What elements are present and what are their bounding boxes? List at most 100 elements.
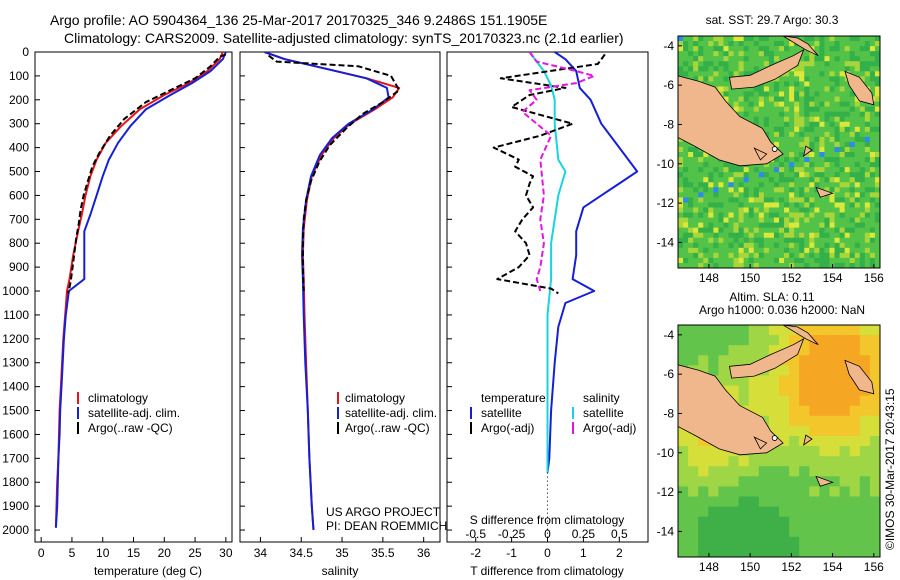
map-cell bbox=[698, 476, 709, 487]
depth-tick-label: 900 bbox=[9, 260, 29, 274]
difference-series-t-argo bbox=[492, 53, 606, 295]
map-cell bbox=[819, 157, 826, 163]
map-cell bbox=[789, 126, 795, 133]
map-cell bbox=[733, 101, 740, 108]
map-cell bbox=[748, 546, 760, 557]
map-cell bbox=[834, 182, 841, 188]
map-cell bbox=[753, 262, 760, 268]
map-cell bbox=[748, 395, 760, 407]
map-cell bbox=[678, 232, 684, 239]
map-cell bbox=[839, 526, 851, 538]
map-cell bbox=[728, 101, 735, 108]
map-cell bbox=[859, 162, 866, 168]
map-cell bbox=[869, 446, 880, 457]
map-cell bbox=[839, 325, 851, 336]
argo-float-marker bbox=[771, 435, 778, 441]
map-cell bbox=[733, 177, 740, 183]
map-cell bbox=[693, 247, 699, 254]
map-cell bbox=[758, 516, 770, 528]
map-cell bbox=[789, 182, 795, 188]
map-cell bbox=[849, 202, 856, 209]
map-cell bbox=[753, 86, 760, 93]
map-cell bbox=[864, 141, 871, 148]
map-cell bbox=[703, 197, 709, 204]
map-cell bbox=[779, 197, 785, 204]
map-cell bbox=[874, 121, 880, 128]
map-cell bbox=[773, 46, 780, 52]
map-cell bbox=[718, 325, 730, 336]
map-cell bbox=[849, 121, 856, 128]
map-cell bbox=[688, 36, 694, 42]
map-cell bbox=[688, 172, 694, 178]
map-cell bbox=[839, 262, 846, 268]
land-mass bbox=[782, 325, 819, 346]
map-cell bbox=[688, 476, 699, 487]
map-cell bbox=[698, 486, 709, 498]
map-cell bbox=[824, 217, 831, 224]
map-cell bbox=[859, 546, 871, 557]
map-cell bbox=[814, 242, 820, 249]
map-cell bbox=[789, 415, 800, 427]
map-cell bbox=[758, 36, 765, 42]
map-cell bbox=[748, 172, 755, 178]
map-cell bbox=[698, 46, 704, 52]
map-cell bbox=[678, 242, 684, 249]
map-cell bbox=[834, 172, 841, 178]
map-cell bbox=[789, 496, 800, 508]
map-cell bbox=[693, 157, 699, 163]
map-cell bbox=[799, 66, 805, 72]
map-cell bbox=[809, 66, 815, 72]
map-cell bbox=[824, 187, 831, 193]
map-cell bbox=[859, 56, 866, 62]
map-cell bbox=[713, 51, 719, 57]
map-cell bbox=[784, 141, 790, 148]
map-cell bbox=[849, 177, 856, 183]
map-cell bbox=[809, 262, 815, 268]
map-cell bbox=[849, 172, 856, 178]
map-cell bbox=[748, 71, 755, 77]
map-cell bbox=[753, 242, 760, 249]
project-annotation-line2: PI: DEAN ROEMMICH bbox=[326, 519, 447, 533]
map-cell bbox=[819, 111, 826, 118]
map-cell bbox=[839, 36, 846, 42]
map-cell bbox=[859, 36, 866, 42]
map-cell bbox=[829, 335, 841, 346]
map-cell bbox=[678, 61, 684, 67]
map-cell bbox=[748, 516, 760, 528]
map-ytick-label: -6 bbox=[663, 78, 674, 92]
map-cell bbox=[678, 202, 684, 209]
map-cell bbox=[683, 192, 689, 198]
map-cell bbox=[859, 365, 871, 377]
map-cell bbox=[819, 116, 826, 123]
map-cell bbox=[824, 46, 831, 52]
map-cell bbox=[728, 41, 735, 47]
map-cell bbox=[814, 177, 820, 183]
map-cell bbox=[763, 182, 770, 188]
map-cell bbox=[804, 202, 810, 209]
map-cell bbox=[869, 476, 880, 487]
map-cell bbox=[834, 257, 841, 264]
map-cell bbox=[703, 66, 709, 72]
map-cell bbox=[758, 56, 765, 62]
map-cell bbox=[809, 536, 820, 548]
map-cell bbox=[869, 435, 880, 447]
map-cell bbox=[834, 222, 841, 229]
map-cell bbox=[849, 167, 856, 173]
map-cell bbox=[779, 227, 785, 234]
map-cell bbox=[799, 476, 810, 487]
map-cell bbox=[819, 131, 826, 138]
map-cell bbox=[768, 192, 775, 198]
map-cell bbox=[854, 56, 861, 62]
land-mass bbox=[844, 359, 875, 395]
map-cell bbox=[708, 365, 719, 377]
map-cell bbox=[824, 126, 831, 133]
map-cell bbox=[804, 76, 810, 82]
map-cell bbox=[768, 197, 775, 204]
map-cell bbox=[789, 237, 795, 244]
map-cell bbox=[864, 56, 871, 62]
map-cell bbox=[698, 217, 704, 224]
map-cell bbox=[784, 262, 790, 268]
map-cell bbox=[804, 262, 810, 268]
map-cell bbox=[683, 146, 689, 153]
map-cell bbox=[839, 365, 851, 377]
